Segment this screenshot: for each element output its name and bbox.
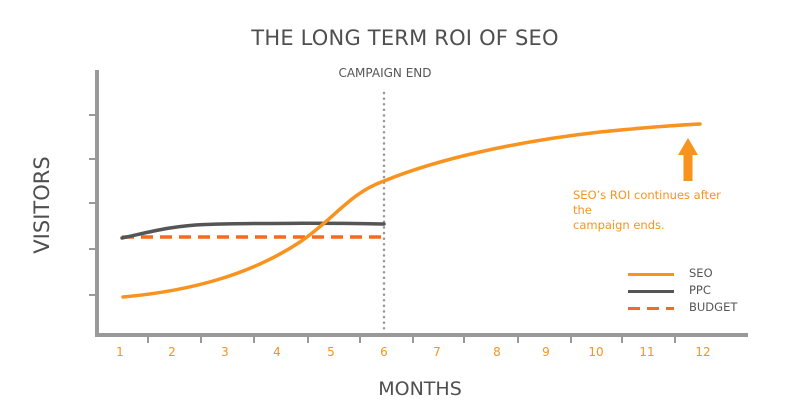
campaign-end-label: CAMPAIGN END [338, 66, 432, 80]
seo-roi-annotation: SEO’s ROI continues after the campaign e… [573, 188, 723, 233]
x-tick-label: 2 [168, 345, 176, 359]
x-tick-label: 6 [380, 345, 388, 359]
x-tick-label: 11 [639, 345, 655, 359]
x-tick-label: 3 [221, 345, 229, 359]
y-ticks [89, 114, 97, 296]
x-tick-label: 9 [542, 345, 550, 359]
x-tick-label: 8 [493, 345, 501, 359]
chart-title: THE LONG TERM ROI OF SEO [251, 26, 559, 50]
annotation-line-2: campaign ends. [573, 218, 665, 232]
ppc-line [120, 221, 386, 240]
legend-label: PPC [689, 283, 711, 297]
x-tick-label: 12 [695, 345, 711, 359]
annotation-line-1: SEO’s ROI continues after the [573, 188, 721, 217]
legend-label: SEO [689, 266, 713, 280]
x-axis-label: MONTHS [378, 378, 462, 400]
legend-swatch-budget [628, 307, 674, 310]
legend-swatch-ppc [628, 290, 674, 293]
x-tick-label: 5 [327, 345, 335, 359]
arrow-up-icon [678, 138, 698, 181]
seo-line [121, 122, 702, 299]
x-ticks [147, 335, 676, 343]
x-tick-label: 1 [116, 345, 124, 359]
legend-swatch-seo [628, 273, 674, 276]
x-tick-label: 10 [588, 345, 604, 359]
x-tick-label: 4 [273, 345, 281, 359]
x-tick-label: 7 [433, 345, 441, 359]
legend-label: BUDGET [689, 300, 738, 314]
